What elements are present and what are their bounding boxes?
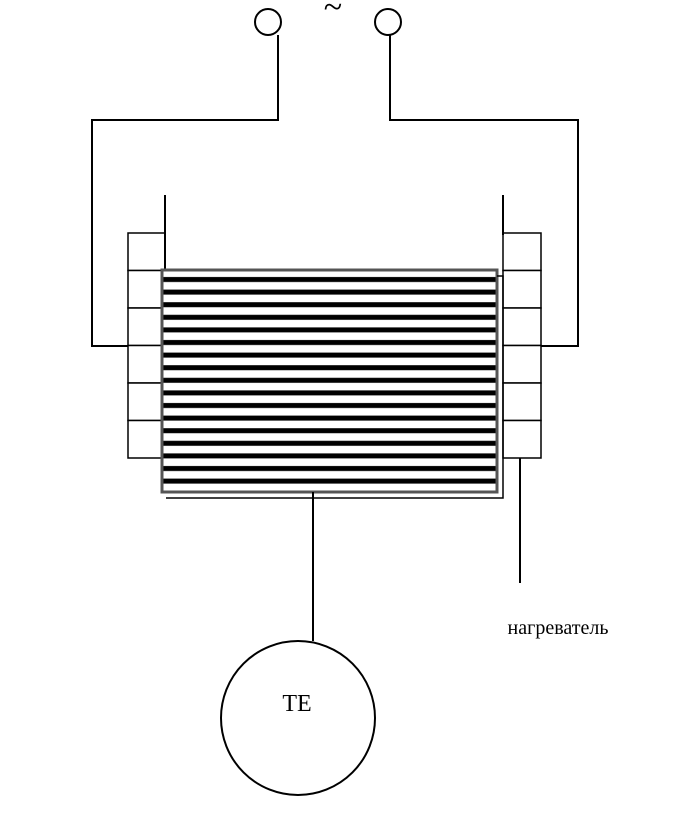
thermocouple-label: ТЕ (282, 691, 311, 717)
heater-left (127, 232, 166, 459)
terminal-right (374, 8, 402, 36)
core-shadow (166, 275, 504, 499)
heater-label: нагреватель (508, 617, 609, 639)
ac-symbol: ~ (324, 0, 342, 26)
core-stack (160, 268, 499, 494)
heater-right (502, 232, 542, 459)
wire-left (91, 35, 279, 347)
thermocouple (220, 640, 376, 796)
wire-right (389, 35, 579, 347)
terminal-left (254, 8, 282, 36)
